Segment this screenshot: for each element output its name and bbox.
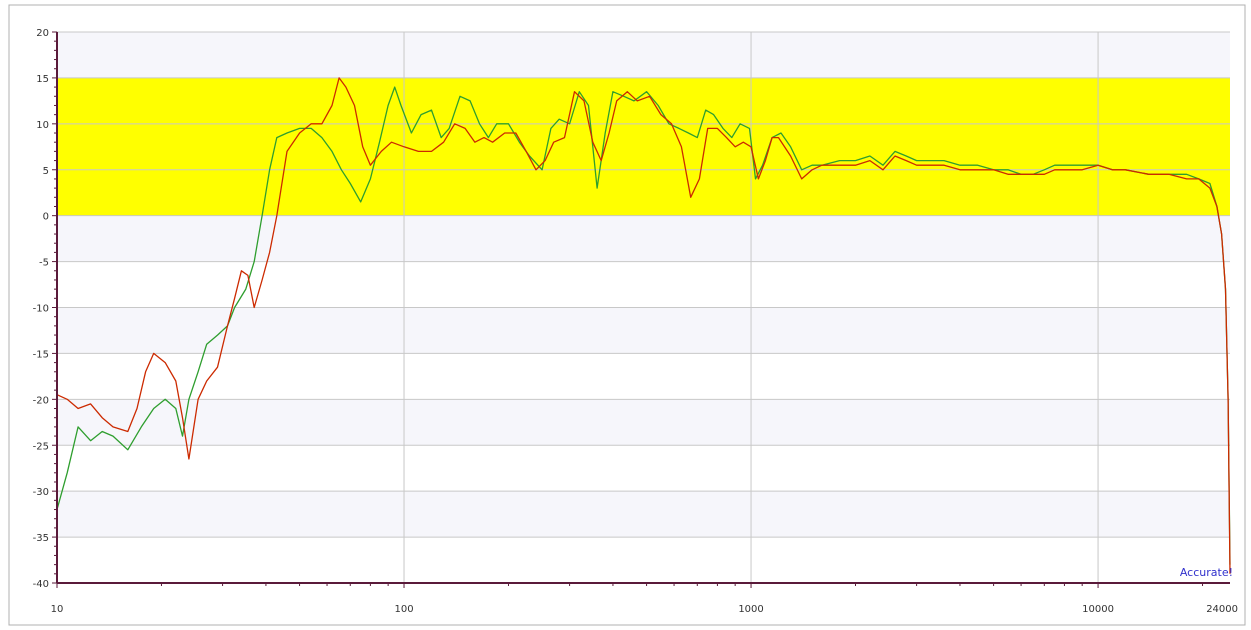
x-tick-label: 24000 [1206,604,1238,615]
y-tick-labels: 20 15 10 5 0 -5 -10 -15 -20 -25 -30 -35 -40 [33,28,49,590]
background-band [57,537,1230,583]
y-tick-label: -20 [33,395,49,406]
x-tick-label: 10 [51,604,64,615]
axes [8,4,1246,626]
chart-frame [8,4,1246,626]
background-band [57,491,1230,538]
y-tick-label: -10 [33,304,49,315]
x-tick-label: 1000 [738,604,763,615]
highlight-band [57,77,1230,216]
grid-lines [57,31,1230,584]
background-band [57,307,1230,354]
y-tick-label: 15 [36,74,49,85]
background-band [57,261,1230,308]
background-band [57,445,1230,492]
y-tick-label: -40 [33,579,49,590]
y-tick-label: 10 [36,120,49,131]
watermark-label: Accurate! [1180,566,1233,579]
y-tick-label: 5 [43,166,49,177]
y-tick-label: 20 [36,28,49,39]
highlight-band-group [57,77,1230,216]
background-band [57,353,1230,400]
x-tick-label: 100 [394,604,413,615]
y-tick-label: -25 [33,441,49,452]
background-band [57,399,1230,446]
x-tick-label: 10000 [1082,604,1114,615]
series-lines [56,77,1231,574]
y-tick-label: -35 [33,533,49,544]
y-tick-label: -15 [33,349,49,360]
background-band [57,215,1230,262]
x-tick-labels: 10 100 1000 10000 24000 [51,604,1238,615]
y-tick-label: -5 [39,258,49,269]
series-line-2 [56,77,1231,574]
y-tick-label: -30 [33,487,49,498]
background-band [57,32,1230,78]
y-tick-label: 0 [43,212,49,223]
